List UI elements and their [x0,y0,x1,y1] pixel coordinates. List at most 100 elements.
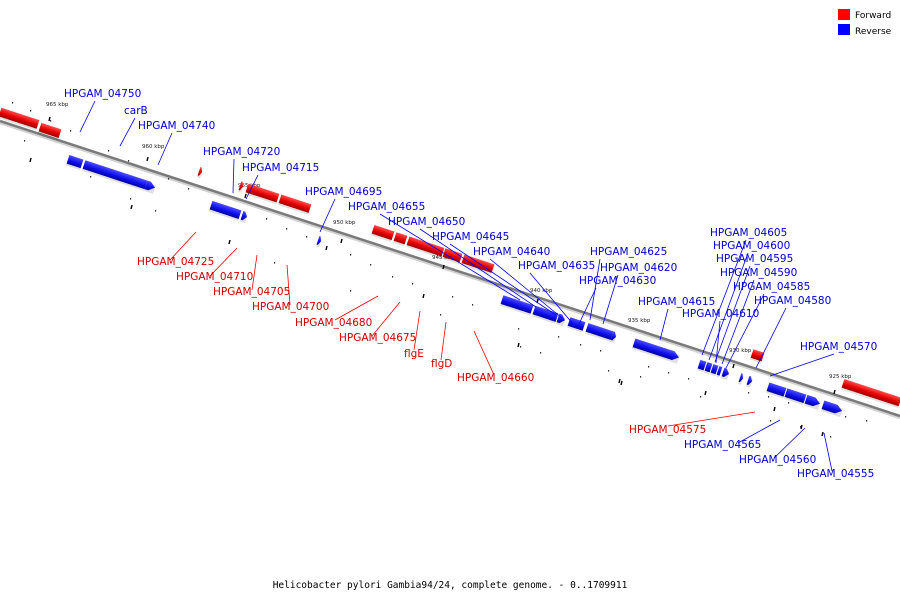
scale-dot [12,102,14,104]
gene-label[interactable]: HPGAM_04590 [720,267,797,279]
scale-dot [108,150,110,152]
scale-tick [228,239,231,245]
gene-label[interactable]: HPGAM_04720 [203,146,280,158]
scale-dot [600,350,602,352]
gene-label[interactable]: HPGAM_04710 [176,271,253,283]
reverse-gene[interactable] [81,160,148,192]
gene-label[interactable]: HPGAM_04595 [716,253,793,265]
reverse-gene[interactable] [803,394,821,410]
reverse-gene[interactable] [715,366,723,378]
scale-dot [350,290,352,292]
gene-label[interactable]: HPGAM_04725 [137,256,214,268]
gene-labels: HPGAM_04750 carB HPGAM_04740 HPGAM_04720 HPG… [64,88,877,480]
gene-label[interactable]: HPGAM_04570 [800,341,877,353]
scale-dot [50,120,52,122]
scale-dot [640,376,642,378]
gene-label[interactable]: HPGAM_04750 [64,88,141,100]
label-leader-line [714,265,751,363]
scale-tick [146,156,149,162]
gene-label[interactable]: HPGAM_04565 [684,439,761,451]
forward-gene[interactable] [244,183,280,205]
gene-label[interactable]: HPGAM_04680 [295,317,372,329]
gene-label[interactable]: HPGAM_04560 [739,454,816,466]
gene-label[interactable]: HPGAM_04605 [710,227,787,239]
scale-dot [155,210,157,212]
gene-label[interactable]: HPGAM_04655 [348,201,425,213]
gene-label[interactable]: HPGAM_04650 [388,216,465,228]
reverse-gene[interactable] [820,400,843,418]
reverse-gene[interactable] [745,375,753,388]
gene-label[interactable]: HPGAM_04585 [733,281,810,293]
reverse-gene[interactable] [239,211,248,224]
reverse-gene[interactable] [609,331,617,344]
reverse-gene[interactable] [531,305,559,324]
label-leaders [79,100,835,472]
forward-gene[interactable] [237,181,244,193]
scale-dot [30,110,32,112]
reverse-gene[interactable] [720,367,730,381]
scale-dot [830,436,832,438]
gene-label[interactable]: HPGAM_04715 [242,162,319,174]
forward-gene[interactable] [37,122,62,140]
gene-label[interactable]: HPGAM_04645 [432,231,509,243]
reverse-gene[interactable] [584,323,614,342]
reverse-gene[interactable] [555,313,566,327]
forward-gene[interactable] [405,236,445,259]
gene-label[interactable]: HPGAM_04635 [518,260,595,272]
gene-label[interactable]: HPGAM_04640 [473,246,550,258]
scale-tick [442,264,445,270]
scale-dot [845,416,847,418]
reverse-gene[interactable] [208,200,242,221]
reverse-gene[interactable] [631,338,680,364]
scale-dot [90,176,92,178]
gene-label[interactable]: HPGAM_04675 [339,332,416,344]
scale-tick [732,363,735,369]
scale-dot [266,218,268,220]
scale-dot [274,262,276,264]
gene-label[interactable]: HPGAM_04740 [138,120,215,132]
forward-gene[interactable] [0,107,40,131]
scale-dot [472,304,474,306]
kbp-marker-label: 960 kbp [142,144,165,150]
forward-gene[interactable] [840,379,900,409]
reverse-gene[interactable] [696,359,707,373]
gene-label[interactable]: carB [124,105,148,117]
reverse-gene[interactable] [765,382,787,399]
gene-label[interactable]: HPGAM_04600 [713,240,790,252]
reverse-gene[interactable] [315,235,322,248]
reverse-gene[interactable] [65,155,84,171]
gene-label[interactable]: flgD [431,358,452,370]
gene-label[interactable]: HPGAM_04555 [797,468,874,480]
reverse-gene[interactable] [737,373,744,385]
gene-label[interactable]: HPGAM_04660 [457,372,534,384]
label-leader-line [209,247,238,277]
gene-label[interactable]: HPGAM_04575 [629,424,706,436]
reverse-gene[interactable] [499,295,534,316]
gene-label[interactable]: HPGAM_04610 [682,308,759,320]
reverse-gene[interactable] [703,362,713,375]
scale-tick [48,116,51,122]
forward-gene[interactable] [370,224,395,242]
label-leader-line [119,117,136,147]
gene-label[interactable]: HPGAM_04580 [754,295,831,307]
gene-label[interactable]: HPGAM_04625 [590,246,667,258]
label-leader-line [440,321,447,361]
scale-dot [688,378,690,380]
legend-reverse-swatch [838,24,850,35]
reverse-gene[interactable] [709,364,719,377]
gene-label[interactable]: HPGAM_04705 [213,286,290,298]
gene-label[interactable]: HPGAM_04620 [600,262,677,274]
forward-gene[interactable] [392,232,408,247]
gene-label[interactable]: HPGAM_04700 [252,301,329,313]
gene-label[interactable]: HPGAM_04695 [305,186,382,198]
gene-label[interactable]: HPGAM_04615 [638,296,715,308]
forward-gene[interactable] [277,194,312,215]
reverse-gene[interactable] [143,180,156,194]
gene-label[interactable]: flgE [404,348,424,360]
gene-label[interactable]: HPGAM_04630 [579,275,656,287]
reverse-gene[interactable] [783,388,807,406]
label-leader-line [769,353,835,377]
label-leader-line [232,158,235,194]
forward-gene[interactable] [196,166,203,179]
scale-dot [866,420,868,422]
